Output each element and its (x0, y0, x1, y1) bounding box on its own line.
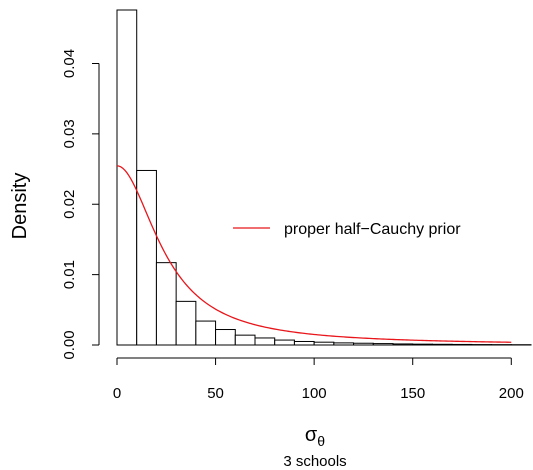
x-tick-label: 150 (400, 385, 425, 402)
histogram-bar (254, 337, 276, 346)
histogram-bar (234, 334, 256, 346)
x-tick-label: 100 (302, 385, 327, 402)
histogram-bar (155, 262, 177, 346)
x-tick-label: 200 (499, 385, 524, 402)
histogram-bar (215, 329, 236, 346)
y-tick-label: 0.03 (61, 119, 78, 148)
legend-label-half-cauchy-prior: proper half−Cauchy prior (284, 221, 461, 238)
x-axis-label-symbol: σ (305, 424, 318, 446)
x-axis-label: σθ (305, 424, 325, 449)
x-tick-label: 50 (207, 385, 224, 402)
x-axis-label-subscript: θ (317, 433, 325, 449)
x-axis: 0 50 100 150 200 (113, 357, 524, 402)
legend: proper half−Cauchy prior (233, 221, 461, 238)
histogram-bar (274, 339, 295, 346)
histogram-bar (195, 320, 217, 346)
y-axis: 0.00 0.01 0.02 0.03 0.04 (61, 49, 100, 360)
histogram-bar (175, 300, 197, 346)
chart-caption: 3 schools (283, 453, 346, 470)
series-line-half-cauchy-prior (116, 165, 512, 343)
histogram-bars (116, 9, 532, 346)
histogram-bar (116, 9, 138, 346)
y-tick-label: 0.02 (61, 190, 78, 219)
y-tick-label: 0.01 (61, 260, 78, 289)
y-axis-label: Density (9, 173, 31, 240)
y-tick-label: 0.00 (61, 330, 78, 359)
y-tick-label: 0.04 (61, 49, 78, 78)
x-tick-label: 0 (113, 385, 121, 402)
histogram-bar (293, 340, 315, 346)
